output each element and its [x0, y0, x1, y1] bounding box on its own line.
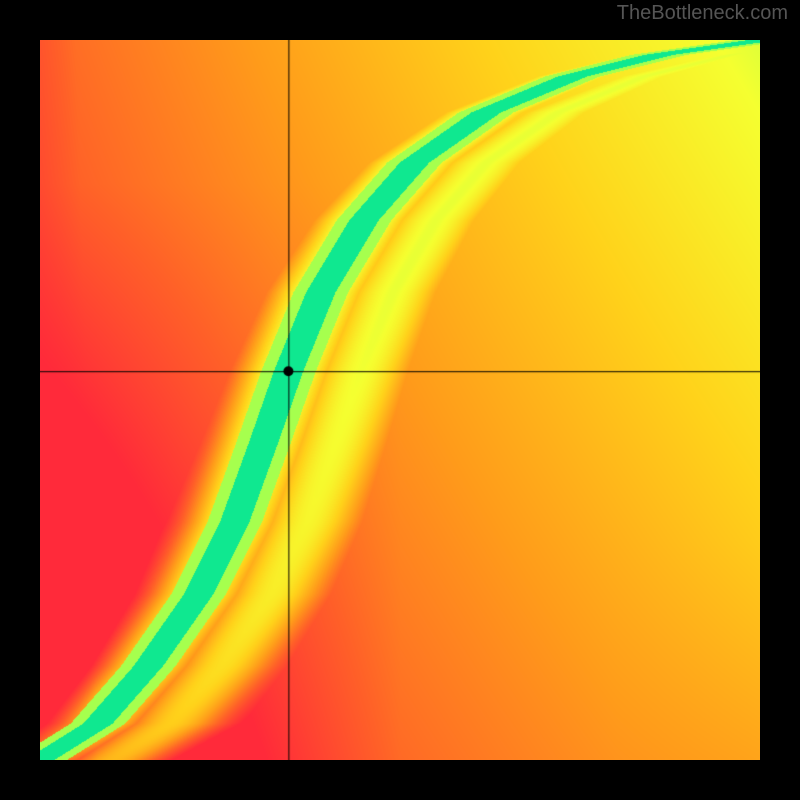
watermark-text: TheBottleneck.com	[617, 2, 788, 25]
plot-border	[0, 0, 800, 800]
heatmap-canvas	[40, 40, 760, 760]
